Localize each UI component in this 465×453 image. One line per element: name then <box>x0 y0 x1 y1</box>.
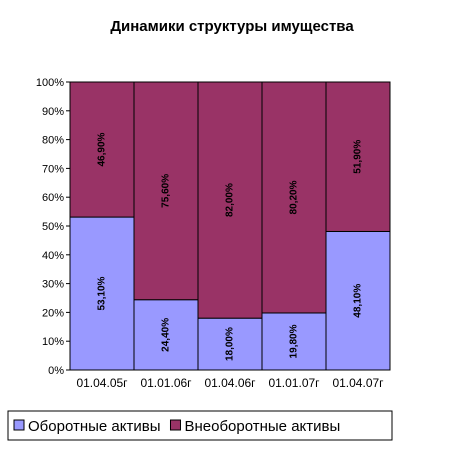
value-label: 24,40% <box>161 318 172 352</box>
legend-swatch <box>13 419 25 431</box>
bar-segment <box>261 81 327 314</box>
y-tick-label: 50% <box>42 221 64 233</box>
x-tick-label: 01.04.05г <box>76 376 128 390</box>
value-label: 80,20% <box>289 180 300 214</box>
bar-segment <box>133 299 199 371</box>
x-tick-label: 01.04.07г <box>332 376 384 390</box>
legend-box <box>7 410 393 441</box>
y-tick-label: 30% <box>42 279 64 291</box>
value-label: 18,00% <box>225 327 236 361</box>
bar-segment <box>69 216 135 371</box>
y-tick-label: 60% <box>42 192 64 204</box>
y-tick-label: 80% <box>42 135 64 147</box>
y-tick-label: 70% <box>42 163 64 175</box>
y-tick-label: 20% <box>42 307 64 319</box>
x-tick-label: 01.01.07г <box>268 376 320 390</box>
chart-title: Динамики структуры имущества <box>110 18 354 35</box>
y-tick-label: 100% <box>36 77 64 89</box>
value-label: 53,10% <box>97 276 108 310</box>
legend-label: Оборотные активы <box>28 418 160 435</box>
bar-segment <box>133 81 199 301</box>
bar-segment <box>197 81 263 319</box>
y-tick-label: 10% <box>42 336 64 348</box>
value-label: 46,90% <box>97 132 108 166</box>
y-tick-label: 0% <box>48 365 64 377</box>
x-tick-label: 01.01.06г <box>140 376 192 390</box>
bar-segment <box>325 81 391 232</box>
y-tick-label: 90% <box>42 106 64 118</box>
value-label: 48,10% <box>353 284 364 318</box>
bar-segment <box>325 230 391 371</box>
legend-label: Внеоборотные активы <box>184 418 340 435</box>
value-label: 82,00% <box>225 183 236 217</box>
value-label: 51,90% <box>353 140 364 174</box>
value-label: 19,80% <box>289 324 300 358</box>
value-label: 75,60% <box>161 174 172 208</box>
x-tick-label: 01.04.06г <box>204 376 256 390</box>
y-tick-label: 40% <box>42 250 64 262</box>
legend-swatch <box>169 419 181 431</box>
